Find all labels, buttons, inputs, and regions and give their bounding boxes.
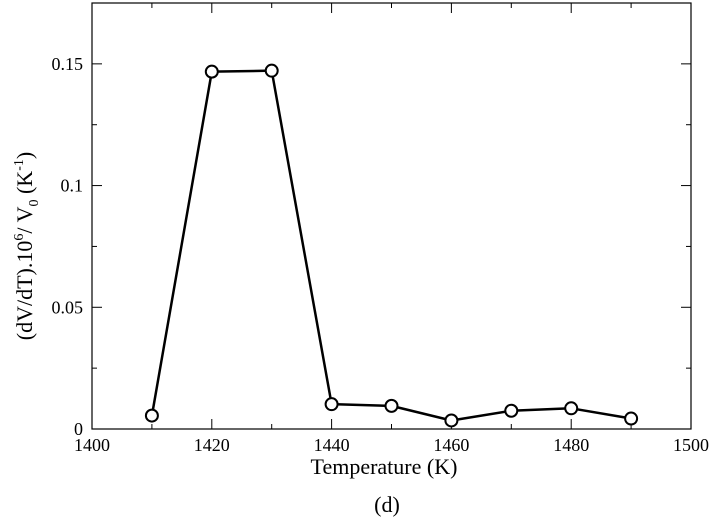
x-tick-label: 1500 [673,435,709,455]
data-point [624,411,639,426]
x-tick-label: 1480 [553,435,589,455]
x-tick-label: 1460 [433,435,469,455]
plot-frame [91,2,692,430]
axis-tick-labels: 1400 1420 1440 1460 1480 1500 0 0.05 0.1 0.15 [52,54,710,455]
data-point [444,413,459,428]
data-point [204,64,219,79]
data-series [144,63,639,428]
x-tick-label: 1440 [314,435,350,455]
x-axis-title: Temperature (K) [311,454,458,479]
data-point [564,401,579,416]
y-tick-label: 0 [74,419,83,439]
x-tick-label: 1400 [74,435,110,455]
data-point [144,408,159,423]
data-point [504,403,519,418]
y-tick-label: 0.05 [52,297,84,317]
axis-ticks [91,3,692,430]
data-point [324,397,339,412]
data-point [384,398,399,413]
y-tick-label: 0.15 [52,54,84,74]
y-axis-title: (dV/dT).106/ V0 (K-1) [12,152,42,340]
data-point [264,63,279,78]
y-tick-label: 0.1 [61,176,84,196]
x-tick-label: 1420 [194,435,230,455]
series-line [150,69,632,422]
figure-caption: (d) [374,492,400,517]
